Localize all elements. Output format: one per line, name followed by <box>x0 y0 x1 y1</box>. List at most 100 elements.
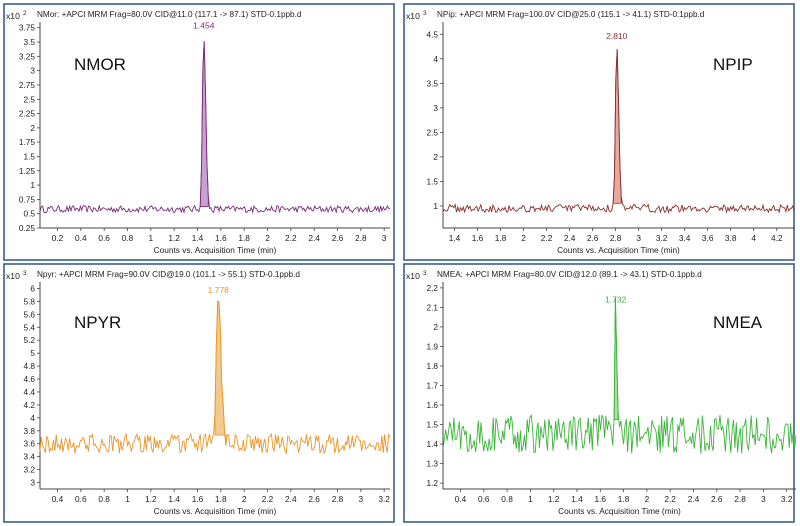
y-tick-label: 0.75 <box>19 194 36 204</box>
y-tick-label: 3.2 <box>23 465 35 475</box>
y-tick-label: 1.5 <box>426 420 438 430</box>
x-tick-label: 2.4 <box>688 494 700 504</box>
x-axis-label: Counts vs. Acquisition Time (min) <box>557 245 680 255</box>
panel-frame <box>403 263 795 523</box>
x-tick-label: 0.8 <box>122 233 134 243</box>
compound-name: NPIP <box>713 55 753 74</box>
y-tick-label: 6 <box>30 283 35 293</box>
x-tick-label: 1.6 <box>595 494 607 504</box>
panel-frame <box>403 3 795 261</box>
y-tick-label: 1 <box>433 201 438 211</box>
panel-frame <box>3 263 395 523</box>
signal-trace <box>442 49 795 214</box>
x-tick-label: 2 <box>265 233 270 243</box>
y-tick-label: 3 <box>433 103 438 113</box>
x-tick-label: 2 <box>645 494 650 504</box>
x-tick-label: 1.4 <box>571 494 583 504</box>
x-tick-label: 1.4 <box>449 233 461 243</box>
y-tick-label: 2.75 <box>19 80 36 90</box>
x-tick-label: 1.6 <box>192 494 204 504</box>
y-tick-label: 0.25 <box>19 223 36 233</box>
y-tick-label: 1.9 <box>426 341 438 351</box>
x-tick-label: 2.6 <box>587 233 599 243</box>
y-tick-label: 2 <box>30 123 35 133</box>
y-tick-label: 1 <box>30 180 35 190</box>
x-tick-label: 1 <box>149 233 154 243</box>
y-tick-label: 4.8 <box>23 361 35 371</box>
peak-label: 1.778 <box>208 285 230 295</box>
x-tick-label: 2.2 <box>541 233 553 243</box>
x-axis-label: Counts vs. Acquisition Time (min) <box>558 506 681 516</box>
y-tick-label: 4 <box>433 54 438 64</box>
y-tick-label: 0.5 <box>23 209 35 219</box>
y-tick-label: 1.5 <box>426 176 438 186</box>
x-tick-label: 2.6 <box>308 494 320 504</box>
x-tick-label: 1.8 <box>495 233 507 243</box>
y-tick-label: 4.2 <box>23 400 35 410</box>
x-tick-label: 2.8 <box>332 494 344 504</box>
x-tick-label: 0.6 <box>478 494 490 504</box>
y-tick-label: 1.5 <box>23 151 35 161</box>
y-tick-label: 3.8 <box>23 426 35 436</box>
y-tick-label: 2.5 <box>23 94 35 104</box>
x-tick-label: 2.8 <box>734 494 746 504</box>
y-tick-label: 1.75 <box>19 137 36 147</box>
signal-trace <box>442 297 797 454</box>
x-axis-label: Counts vs. Acquisition Time (min) <box>154 506 277 516</box>
x-tick-label: 3 <box>359 494 364 504</box>
x-tick-label: 1.6 <box>472 233 484 243</box>
chart-header: Npyr: +APCI MRM Frag=90.0V CID@19.0 (101… <box>37 270 300 279</box>
x-tick-label: 2.8 <box>355 233 367 243</box>
x-tick-label: 2.2 <box>664 494 676 504</box>
y-tick-label: 1.3 <box>426 459 438 469</box>
y-multiplier-exponent: 3 <box>423 10 427 17</box>
y-tick-label: 5.6 <box>23 309 35 319</box>
y-tick-label: 4.4 <box>23 387 35 397</box>
chart-panel-npyr: Npyr: +APCI MRM Frag=90.0V CID@19.0 (101… <box>3 263 395 523</box>
peak-label: 2.810 <box>606 31 628 41</box>
y-tick-label: 1.7 <box>426 381 438 391</box>
y-multiplier-exponent: 2 <box>23 10 27 17</box>
peak-label: 1.732 <box>605 294 627 304</box>
x-tick-label: 3.6 <box>702 233 714 243</box>
peak-label: 1.454 <box>193 20 215 30</box>
y-tick-label: 3.5 <box>23 37 35 47</box>
y-tick-label: 1.25 <box>19 166 36 176</box>
y-tick-label: 4 <box>30 413 35 423</box>
x-tick-label: 1.4 <box>168 494 180 504</box>
x-tick-label: 0.6 <box>98 233 110 243</box>
chart-panel-npip: NPip: +APCI MRM Frag=100.0V CID@25.0 (11… <box>403 3 795 261</box>
y-tick-label: 5 <box>30 348 35 358</box>
y-tick-label: 2.1 <box>426 302 438 312</box>
y-tick-label: 3 <box>30 66 35 76</box>
x-tick-label: 0.8 <box>98 494 110 504</box>
x-tick-label: 3.2 <box>781 494 793 504</box>
y-tick-label: 1.6 <box>426 400 438 410</box>
x-tick-label: 2.8 <box>610 233 622 243</box>
chart-header: NMor: +APCI MRM Frag=80.0V CID@11.0 (117… <box>37 10 302 19</box>
x-tick-label: 1.2 <box>145 494 157 504</box>
y-tick-label: 3.6 <box>23 439 35 449</box>
x-tick-label: 1.8 <box>215 494 227 504</box>
x-tick-label: 4.2 <box>771 233 783 243</box>
x-tick-label: 3 <box>382 233 387 243</box>
x-tick-label: 3.4 <box>679 233 691 243</box>
y-tick-label: 3 <box>30 478 35 488</box>
y-multiplier-exponent: 3 <box>23 270 27 277</box>
y-multiplier: x10 <box>6 271 20 281</box>
x-tick-label: 1 <box>528 494 533 504</box>
x-tick-label: 4 <box>751 233 756 243</box>
x-tick-label: 2.4 <box>285 494 297 504</box>
x-tick-label: 1.8 <box>238 233 250 243</box>
x-tick-label: 1.8 <box>618 494 630 504</box>
y-tick-label: 1.4 <box>426 439 438 449</box>
compound-name: NPYR <box>74 313 121 332</box>
y-tick-label: 2.25 <box>19 109 36 119</box>
compound-name: NMOR <box>74 55 126 74</box>
x-tick-label: 3 <box>761 494 766 504</box>
y-tick-label: 3.75 <box>19 23 36 33</box>
y-tick-label: 1.2 <box>426 478 438 488</box>
x-tick-label: 0.4 <box>75 233 87 243</box>
x-tick-label: 2 <box>242 494 247 504</box>
